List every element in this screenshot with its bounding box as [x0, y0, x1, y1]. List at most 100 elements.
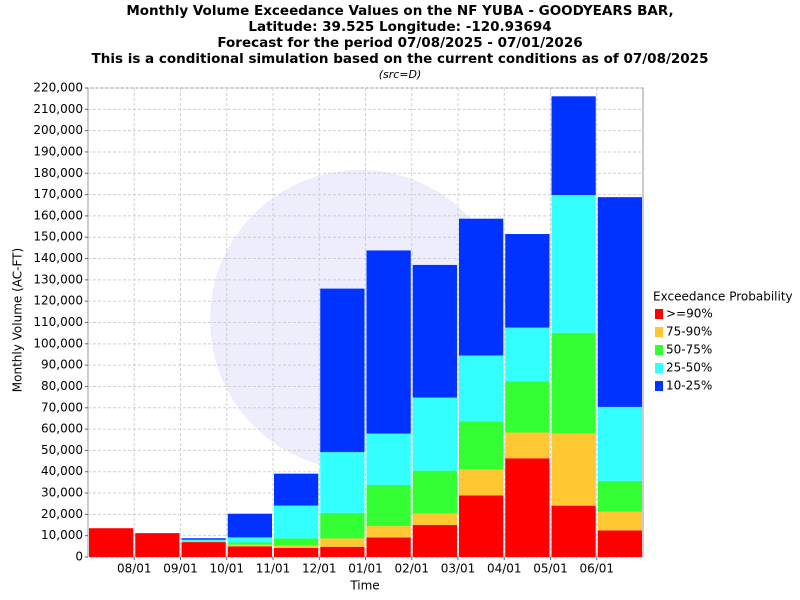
y-tick-label: 150,000 [33, 230, 83, 244]
bar-segment [274, 473, 319, 506]
x-tick-label: 10/01 [209, 562, 244, 576]
bar-segment [459, 421, 504, 470]
chart-title: Latitude: 39.525 Longitude: -120.93694 [248, 19, 551, 35]
legend-label: 25-50% [666, 361, 712, 375]
x-tick-label: 05/01 [533, 562, 568, 576]
bar-segment [274, 505, 319, 539]
bar-segment [320, 546, 365, 557]
bar-segment [227, 542, 272, 545]
y-tick-label: 110,000 [33, 315, 83, 329]
bar-segment [597, 406, 642, 481]
bar-segment [459, 495, 504, 557]
y-tick-label: 90,000 [41, 358, 83, 372]
bar-segment [505, 327, 550, 382]
y-tick-label: 30,000 [41, 486, 83, 500]
bars [89, 96, 642, 557]
y-tick-label: 170,000 [33, 187, 83, 201]
bar-segment [320, 512, 365, 539]
y-tick-label: 120,000 [33, 294, 83, 308]
chart-title: This is a conditional simulation based o… [92, 51, 709, 67]
x-tick-label: 09/01 [163, 562, 198, 576]
bar-segment [412, 470, 457, 514]
bar-segment [551, 505, 596, 557]
bar-segment [505, 381, 550, 433]
y-tick-label: 220,000 [33, 81, 83, 95]
bar-segment [597, 480, 642, 512]
bar-segment [551, 332, 596, 434]
bar-segment [89, 528, 134, 557]
x-tick-label: 08/01 [117, 562, 152, 576]
y-tick-label: 20,000 [41, 507, 83, 521]
legend-swatch [655, 345, 663, 355]
bar-segment [459, 469, 504, 496]
bar-segment [320, 288, 365, 453]
x-tick-label: 11/01 [256, 562, 291, 576]
y-tick-label: 10,000 [41, 528, 83, 542]
bar-segment [135, 533, 180, 557]
x-axis-label: Time [349, 579, 379, 593]
y-tick-label: 200,000 [33, 123, 83, 137]
bar-segment [505, 432, 550, 459]
x-tick-label: 06/01 [579, 562, 614, 576]
bar-segment [597, 511, 642, 531]
bar-segment [181, 541, 226, 543]
bar-segment [227, 546, 272, 557]
legend-swatch [655, 327, 663, 337]
y-tick-label: 50,000 [41, 443, 83, 457]
bar-segment [412, 513, 457, 526]
chart-title: Monthly Volume Exceedance Values on the … [126, 3, 673, 19]
y-axis-label: Monthly Volume (AC-FT) [11, 248, 25, 392]
y-tick-label: 210,000 [33, 102, 83, 116]
bar-segment [320, 538, 365, 547]
x-tick-label: 12/01 [302, 562, 337, 576]
bar-segment [320, 452, 365, 513]
bar-segment [181, 539, 226, 541]
x-tick-label: 03/01 [441, 562, 476, 576]
bar-segment [505, 234, 550, 328]
legend-title: Exceedance Probability [653, 290, 793, 304]
y-tick-label: 40,000 [41, 464, 83, 478]
bar-segment [412, 264, 457, 398]
bar-segment [274, 545, 319, 548]
bar-segment [181, 540, 226, 542]
bar-segment [459, 355, 504, 422]
bar-segment [366, 526, 411, 538]
legend-swatch [655, 381, 663, 391]
bar-segment [366, 433, 411, 485]
y-tick-label: 130,000 [33, 272, 83, 286]
bar-segment [181, 538, 226, 540]
bar-segment [412, 525, 457, 557]
bar-segment [227, 513, 272, 538]
x-tick-label: 04/01 [487, 562, 522, 576]
grid [88, 87, 643, 558]
legend-label: 10-25% [666, 379, 712, 393]
bar-segment [181, 542, 226, 557]
bar-segment [505, 458, 550, 557]
legend-swatch [655, 309, 663, 319]
chart-title: Forecast for the period 07/08/2025 - 07/… [217, 35, 582, 51]
x-tick-label: 01/01 [348, 562, 383, 576]
bar-segment [412, 397, 457, 471]
y-tick-label: 100,000 [33, 336, 83, 350]
bar-segment [366, 537, 411, 557]
bar-segment [551, 195, 596, 333]
legend-label: 75-90% [666, 325, 712, 339]
y-tick-label: 160,000 [33, 208, 83, 222]
bar-segment [459, 218, 504, 356]
bar-segment [274, 547, 319, 557]
y-tick-label: 140,000 [33, 251, 83, 265]
x-tick-label: 02/01 [394, 562, 429, 576]
y-tick-label: 190,000 [33, 144, 83, 158]
bar-segment [551, 433, 596, 506]
bar-segment [227, 537, 272, 543]
legend-label: >=90% [666, 307, 713, 321]
y-tick-label: 0 [75, 550, 83, 564]
subtitle: (src=D) [379, 68, 422, 81]
bar-segment [274, 538, 319, 546]
bar-segment [227, 544, 272, 547]
bar-segment [597, 197, 642, 407]
legend-swatch [655, 363, 663, 373]
y-tick-label: 180,000 [33, 166, 83, 180]
bar-segment [366, 250, 411, 434]
